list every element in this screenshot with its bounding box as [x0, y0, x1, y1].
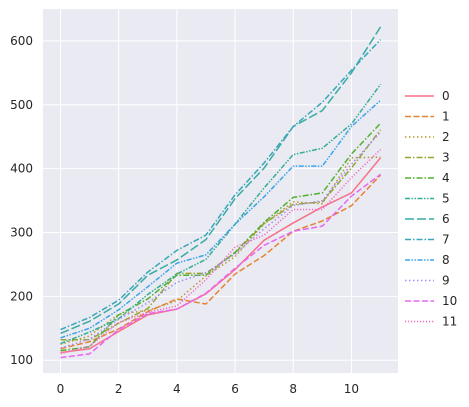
x-tick-label: 2: [115, 382, 123, 396]
series-line-7: [60, 39, 382, 331]
plot-area: [43, 9, 398, 373]
series-layer: [60, 26, 382, 359]
legend-label-4: 4: [442, 171, 450, 185]
legend-label-1: 1: [442, 110, 450, 124]
x-tick-label: 10: [344, 382, 359, 396]
legend-label-7: 7: [442, 233, 450, 247]
y-tick-label: 400: [10, 162, 33, 176]
tick-labels: 0 2 4 6 8 10 100 200 300 400 500 600: [10, 34, 359, 396]
legend-label-8: 8: [442, 253, 450, 267]
series-line-2: [60, 156, 381, 345]
legend-label-3: 3: [442, 151, 450, 165]
series-line-4: [60, 122, 382, 352]
series-line-5: [60, 83, 382, 345]
legend: 0 1 2 3 4 5 6 7 8 9 10 11: [405, 89, 457, 329]
series-line-6: [60, 26, 382, 335]
series-line-1: [60, 174, 382, 350]
y-tick-label: 300: [10, 226, 33, 240]
y-tick-label: 600: [10, 34, 33, 48]
x-tick-label: 6: [231, 382, 239, 396]
x-tick-label: 8: [289, 382, 297, 396]
x-tick-label: 4: [173, 382, 181, 396]
y-tick-label: 100: [10, 353, 33, 367]
series-line-9: [60, 131, 382, 349]
series-line-8: [60, 99, 382, 339]
legend-label-10: 10: [442, 294, 457, 308]
y-tick-label: 200: [10, 289, 33, 303]
series-line-11: [60, 148, 382, 355]
series-line-10: [60, 173, 381, 359]
legend-label-5: 5: [442, 192, 450, 206]
legend-label-2: 2: [442, 130, 450, 144]
legend-label-11: 11: [442, 315, 457, 329]
y-tick-label: 500: [10, 98, 33, 112]
legend-label-6: 6: [442, 212, 450, 226]
x-tick-label: 0: [57, 382, 65, 396]
legend-label-9: 9: [442, 274, 450, 288]
legend-label-0: 0: [442, 89, 450, 103]
